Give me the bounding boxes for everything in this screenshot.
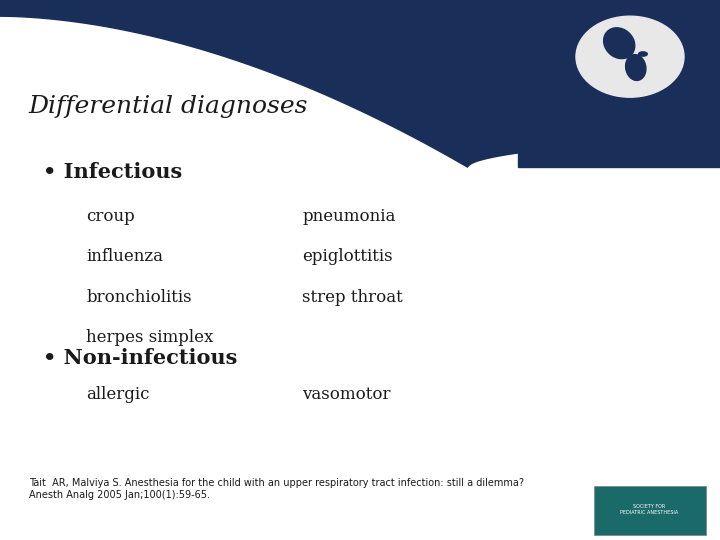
Text: strep throat: strep throat — [302, 289, 403, 306]
Text: bronchiolitis: bronchiolitis — [86, 289, 192, 306]
Text: allergic: allergic — [86, 386, 150, 403]
Text: epiglottitis: epiglottitis — [302, 248, 393, 265]
Ellipse shape — [603, 28, 635, 59]
Ellipse shape — [626, 55, 646, 80]
Ellipse shape — [639, 52, 647, 56]
Text: herpes simplex: herpes simplex — [86, 329, 214, 346]
Text: influenza: influenza — [86, 248, 163, 265]
Text: • Infectious: • Infectious — [43, 162, 182, 182]
Text: Tait  AR, Malviya S. Anesthesia for the child with an upper respiratory tract in: Tait AR, Malviya S. Anesthesia for the c… — [29, 478, 523, 500]
FancyBboxPatch shape — [594, 486, 706, 535]
Text: Differential diagnoses: Differential diagnoses — [29, 94, 308, 118]
Text: croup: croup — [86, 208, 135, 225]
Polygon shape — [0, 0, 720, 167]
Text: SOCIETY FOR
PEDIATRIC ANESTHESIA: SOCIETY FOR PEDIATRIC ANESTHESIA — [621, 504, 678, 515]
Text: vasomotor: vasomotor — [302, 386, 391, 403]
Circle shape — [576, 16, 684, 97]
Text: pneumonia: pneumonia — [302, 208, 396, 225]
Polygon shape — [518, 0, 720, 167]
Text: • Non-infectious: • Non-infectious — [43, 348, 238, 368]
